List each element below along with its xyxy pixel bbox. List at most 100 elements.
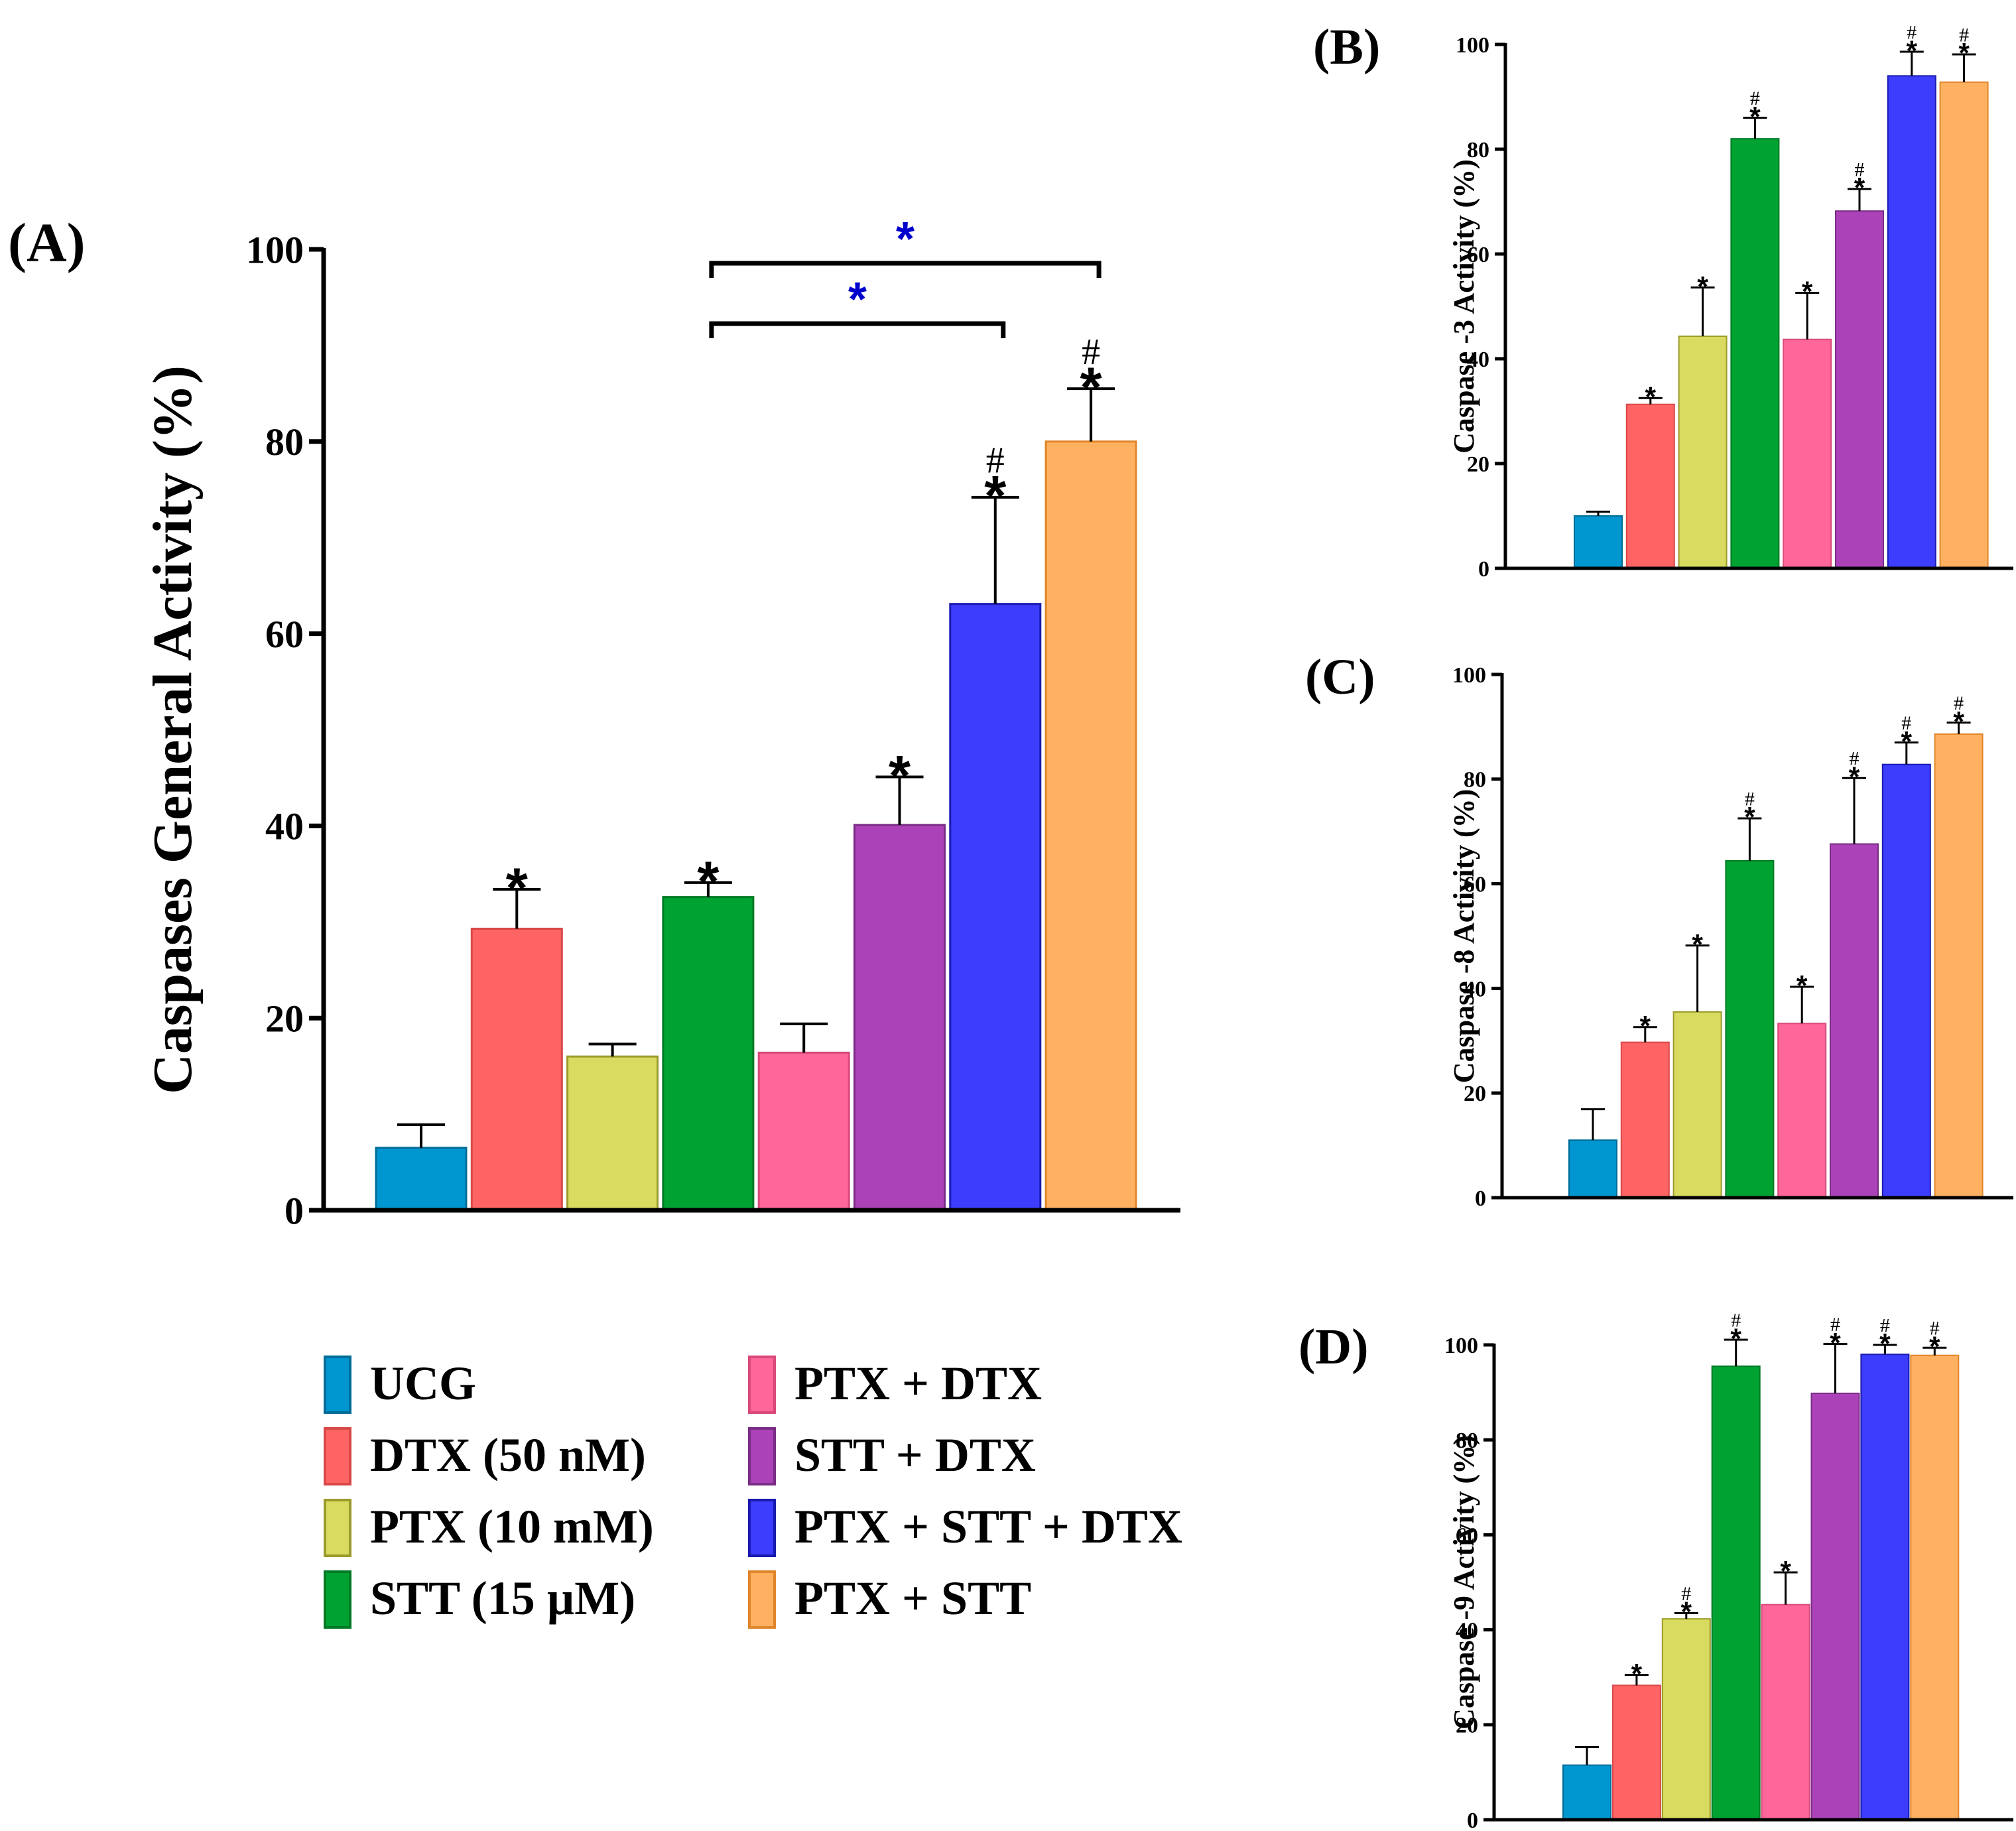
bar-a-4 xyxy=(757,1051,850,1212)
legend-label-0: UCG xyxy=(370,1357,476,1410)
significance-star-d-5: * xyxy=(1830,1328,1841,1359)
significance-star-b-3: * xyxy=(1749,101,1761,133)
significance-hash-d-7: # xyxy=(1930,1318,1940,1340)
y-axis-label-c: Caspase -8 Activity (%) xyxy=(1448,789,1480,1084)
significance-hash-b-7: # xyxy=(1959,24,1969,46)
panel-label-a: (A) xyxy=(8,212,86,274)
bar-d-3 xyxy=(1711,1365,1761,1820)
bar-a-1 xyxy=(470,927,563,1212)
bar-c-5 xyxy=(1830,843,1879,1198)
y-tick-label-b-80: 80 xyxy=(1467,138,1489,162)
y-tick-label-c-20: 20 xyxy=(1464,1082,1486,1106)
bar-d-5 xyxy=(1810,1393,1860,1820)
bar-b-4 xyxy=(1783,338,1832,569)
significance-star-d-7: * xyxy=(1929,1332,1940,1363)
y-tick-label-a-40: 40 xyxy=(265,805,304,848)
bar-a-0 xyxy=(375,1147,468,1212)
legend-label-7: PTX + STT xyxy=(794,1572,1031,1625)
comparison-star-1: * xyxy=(896,213,914,266)
bar-c-1 xyxy=(1620,1041,1670,1198)
significance-hash-b-3: # xyxy=(1750,88,1760,109)
significance-star-c-1: * xyxy=(1640,1011,1651,1042)
significance-star-a-3: * xyxy=(697,850,719,913)
bar-b-1 xyxy=(1625,403,1675,569)
legend-label-2: PTX (10 mM) xyxy=(370,1500,654,1553)
y-tick-label-b-100: 100 xyxy=(1456,33,1489,58)
y-axis-label-a: Caspases General Activity (%) xyxy=(142,365,204,1094)
bar-b-5 xyxy=(1835,210,1884,570)
panel-label-b: (B) xyxy=(1313,19,1380,75)
significance-hash-d-3: # xyxy=(1731,1310,1741,1332)
legend-label-3: STT (15 µM) xyxy=(370,1572,635,1625)
y-tick-label-d-80: 80 xyxy=(1456,1428,1478,1453)
y-tick-label-d-40: 40 xyxy=(1456,1619,1478,1643)
significance-star-d-3: * xyxy=(1730,1324,1741,1355)
legend-swatch-1 xyxy=(324,1427,351,1485)
bar-d-1 xyxy=(1611,1684,1661,1821)
significance-star-b-2: * xyxy=(1697,271,1708,302)
legend: UCG DTX (50 nM) PTX (10 mM) STT (15 µM) PTX … xyxy=(324,1356,1182,1629)
y-axis-label-b: Caspase -3 Activity (%) xyxy=(1448,159,1480,454)
bar-a-7 xyxy=(1044,440,1137,1212)
y-tick-label-b-60: 60 xyxy=(1467,243,1489,267)
y-tick-label-c-80: 80 xyxy=(1464,768,1486,792)
legend-label-6: PTX + STT + DTX xyxy=(794,1500,1182,1553)
y-tick-label-a-0: 0 xyxy=(284,1189,304,1232)
bar-c-3 xyxy=(1725,859,1775,1199)
significance-hash-a-6: # xyxy=(986,440,1005,481)
y-tick-label-c-40: 40 xyxy=(1464,977,1486,1001)
bar-b-7 xyxy=(1939,81,1989,569)
bar-b-0 xyxy=(1574,515,1623,569)
significance-star-b-4: * xyxy=(1802,277,1813,308)
significance-star-a-6: * xyxy=(984,465,1006,528)
bar-c-0 xyxy=(1568,1139,1617,1198)
bar-d-6 xyxy=(1860,1354,1910,1820)
significance-star-c-6: * xyxy=(1901,726,1913,757)
panel-label-d: (D) xyxy=(1298,1319,1369,1375)
bar-b-6 xyxy=(1887,75,1936,569)
significance-star-c-5: * xyxy=(1849,762,1860,793)
bar-a-6 xyxy=(949,603,1042,1212)
significance-hash-b-5: # xyxy=(1855,158,1865,180)
legend-label-4: PTX + DTX xyxy=(794,1357,1042,1410)
comparison-bracket-0 xyxy=(709,321,1006,338)
legend-swatch-2 xyxy=(324,1499,351,1557)
significance-star-a-5: * xyxy=(889,745,911,808)
y-tick-label-b-0: 0 xyxy=(1478,557,1489,582)
bar-c-4 xyxy=(1777,1023,1827,1198)
bar-d-7 xyxy=(1910,1354,1960,1820)
bar-a-2 xyxy=(566,1055,659,1212)
significance-hash-c-7: # xyxy=(1954,692,1964,714)
significance-hash-c-5: # xyxy=(1850,748,1859,770)
significance-star-a-1: * xyxy=(506,857,528,920)
significance-star-c-7: * xyxy=(1953,706,1964,737)
bar-b-3 xyxy=(1730,138,1780,569)
panel-label-c: (C) xyxy=(1305,649,1375,705)
y-tick-label-a-20: 20 xyxy=(265,997,304,1041)
comparison-star-0: * xyxy=(848,273,867,326)
significance-star-d-4: * xyxy=(1780,1556,1791,1588)
legend-swatch-7 xyxy=(748,1570,776,1629)
significance-hash-d-5: # xyxy=(1830,1314,1840,1336)
significance-star-c-4: * xyxy=(1796,971,1808,1002)
significance-star-b-6: * xyxy=(1907,36,1918,67)
y-tick-label-b-40: 40 xyxy=(1467,347,1489,372)
bar-d-4 xyxy=(1761,1604,1810,1821)
significance-hash-c-3: # xyxy=(1745,788,1755,810)
significance-star-c-3: * xyxy=(1744,802,1755,834)
legend-swatch-5 xyxy=(748,1427,776,1485)
significance-star-a-7: * xyxy=(1080,357,1102,420)
legend-swatch-4 xyxy=(748,1356,776,1414)
y-tick-label-d-0: 0 xyxy=(1467,1808,1478,1831)
y-tick-label-a-80: 80 xyxy=(265,420,304,464)
y-tick-label-d-100: 100 xyxy=(1444,1334,1478,1358)
bar-a-5 xyxy=(853,824,946,1212)
bar-c-6 xyxy=(1881,763,1931,1198)
legend-label-1: DTX (50 nM) xyxy=(370,1428,646,1482)
y-tick-label-a-100: 100 xyxy=(246,228,304,271)
bar-c-7 xyxy=(1934,733,1984,1199)
y-tick-label-d-60: 60 xyxy=(1456,1523,1478,1548)
bar-d-2 xyxy=(1661,1618,1711,1821)
